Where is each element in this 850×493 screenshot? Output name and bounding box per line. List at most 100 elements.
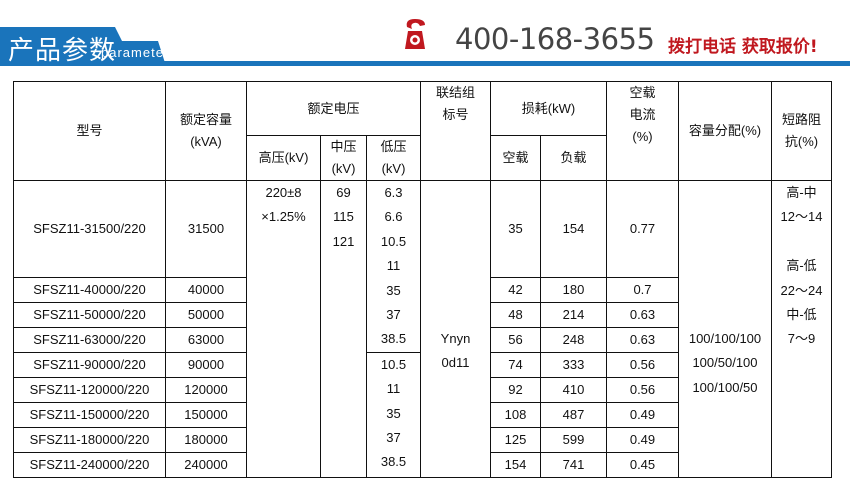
cell-line: 10.5 [380,233,407,249]
header-hv: 高压(kV) [246,135,321,181]
vector-group-cell: Ynyn 0d11 [420,180,491,478]
header-model: 型号 [13,81,166,181]
banner-stripe [0,61,850,66]
header-mv: 中压 (kV) [320,135,367,181]
mv-cell: 69 115 121 [320,180,367,478]
no-load-current-cell: 0.63 [606,326,679,353]
table-row: SFSZ11-63000/220 63000 56 248 0.63 [13,326,832,353]
hv-cell: 220±8 ×1.25% [246,180,321,478]
table-row: SFSZ11-40000/220 40000 42 180 0.7 [13,276,832,303]
cell-line: 中-低 [786,307,817,323]
model-cell: SFSZ11-50000/220 [13,301,166,328]
cell-line: 100/50/100 [692,355,758,371]
table-row: SFSZ11-90000/220 90000 10.5 11 35 37 38.5 74 333… [13,351,832,478]
header-load-loss: 负载 [540,135,607,181]
capacity-cell: 90000 [165,351,247,378]
cell-line: 6.3 [384,185,403,200]
capacity-cell: 50000 [165,301,247,328]
cell-line: 38.5 [380,454,407,470]
header-impedance: 短路阻 抗(%) [771,81,832,181]
header-capacity: 额定容量 (kVA) [165,81,247,181]
capacity-cell: 240000 [165,451,247,478]
slogan: 拨打电话 获取报价! [668,37,818,57]
header-loss: 损耗(kW) [490,81,607,136]
header-distribution: 容量分配(%) [678,81,772,181]
model-cell: SFSZ11-40000/220 [13,276,166,303]
load-loss-cell: 741 [540,451,607,478]
cell-line: 6.6 [384,209,403,225]
load-loss-cell: 487 [540,401,607,428]
model-cell: SFSZ11-240000/220 [13,451,166,478]
header-rated-voltage: 额定电压 [246,81,421,136]
header-lv: 低压 (kV) [366,135,421,181]
model-cell: SFSZ11-120000/220 [13,376,166,403]
load-loss-cell: 333 [540,351,607,378]
load-loss-cell: 180 [540,276,607,303]
phone-number: 400-168-3655 [455,22,655,56]
no-load-loss-cell: 92 [490,376,541,403]
no-load-loss-cell: 42 [490,276,541,303]
section-title: 产品参数 [8,36,117,66]
cell-line: 100/100/50 [692,379,758,395]
no-load-loss-cell: 74 [490,351,541,378]
cell-line: 69 [336,185,351,200]
load-loss-cell: 154 [540,180,607,278]
lv-cell: 6.3 6.6 10.5 11 35 37 38.5 [366,180,421,353]
no-load-current-cell: 0.77 [606,180,679,278]
model-cell: SFSZ11-90000/220 [13,351,166,378]
cell-line: 10.5 [380,356,407,372]
impedance-cell: 高-中 12～14 高-低 22～24 中-低 7～9 [771,180,832,478]
cell-line: 37 [386,430,401,446]
no-load-current-cell: 0.56 [606,376,679,403]
cell-line: ×1.25% [261,209,306,225]
model-cell: SFSZ11-150000/220 [13,401,166,428]
no-load-loss-cell: 35 [490,180,541,278]
capacity-cell: 31500 [165,180,247,278]
cell-line: 121 [332,233,355,249]
cell-line: 115 [333,209,354,225]
cell-line: 0d11 [441,355,470,371]
no-load-current-cell: 0.45 [606,451,679,478]
cell-line: 11 [386,258,401,274]
no-load-loss-cell: 154 [490,451,541,478]
cell-line: 12～14 [780,209,823,225]
load-loss-cell: 599 [540,426,607,453]
header-no-load-current: 空载 电流 (%) [606,81,679,181]
no-load-current-cell: 0.56 [606,351,679,378]
lv-cell: 10.5 11 35 37 38.5 [366,351,421,478]
model-cell: SFSZ11-180000/220 [13,426,166,453]
no-load-current-cell: 0.63 [606,301,679,328]
cell-line: 7～9 [787,331,816,347]
load-loss-cell: 248 [540,326,607,353]
load-loss-cell: 410 [540,376,607,403]
cell-line: 220±8 [265,185,302,200]
cell-line: 38.5 [380,331,407,347]
table-row: SFSZ11-180000/220 180000 125 599 0.49 [13,426,832,453]
cell-line: 35 [386,282,401,298]
no-load-loss-cell: 56 [490,326,541,353]
cell-line: 11 [386,381,401,397]
capacity-cell: 40000 [165,276,247,303]
distribution-cell: 100/100/100 100/50/100 100/100/50 [678,180,772,478]
table-row: SFSZ11-120000/220 120000 92 410 0.56 [13,376,832,403]
table-row: SFSZ11-240000/220 240000 154 741 0.45 [13,451,832,478]
cell-line: 35 [386,405,401,421]
no-load-loss-cell: 108 [490,401,541,428]
no-load-current-cell: 0.7 [606,276,679,303]
banner: 产品参数 parameter 400-168-3655 拨打电话 获取报价! [0,0,850,70]
cell-line: 高-低 [786,258,817,274]
capacity-cell: 63000 [165,326,247,353]
cell-line: 22～24 [780,282,823,298]
model-cell: SFSZ11-63000/220 [13,326,166,353]
cell-line: 37 [386,307,401,323]
cell-line [772,230,831,254]
cell-line: 100/100/100 [688,331,762,346]
telephone-icon [405,19,425,49]
no-load-loss-cell: 125 [490,426,541,453]
header-no-load-loss: 空载 [490,135,541,181]
no-load-current-cell: 0.49 [606,401,679,428]
capacity-cell: 150000 [165,401,247,428]
load-loss-cell: 214 [540,301,607,328]
cell-line: 高-中 [786,185,817,200]
cell-line: Ynyn [440,331,471,346]
